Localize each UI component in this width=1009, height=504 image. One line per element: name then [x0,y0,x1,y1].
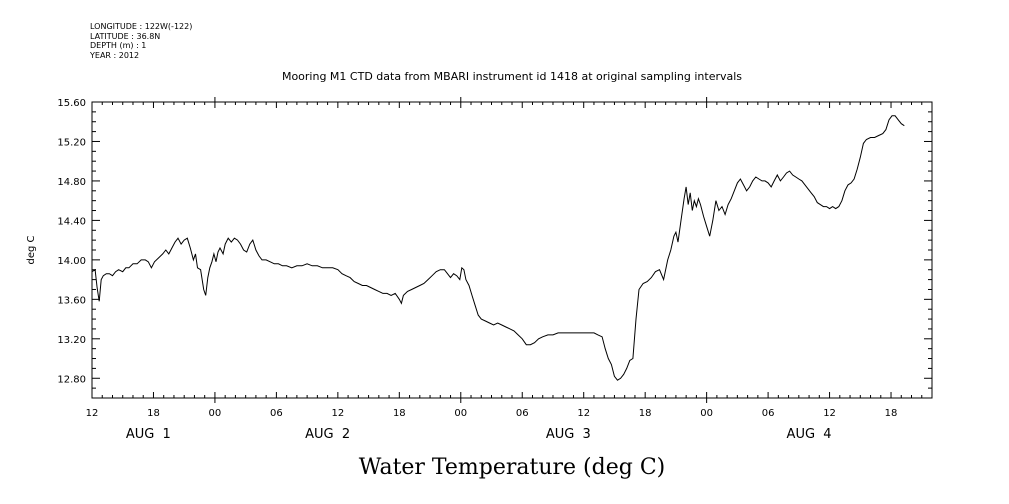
y-tick-label: 12.80 [57,374,86,385]
y-tick-label: 14.80 [57,177,86,188]
day-label: AUG 4 [787,427,832,442]
x-tick-label: 06 [762,408,775,419]
y-tick-label: 15.20 [57,137,86,148]
day-labels: AUG 1 AUG 2 AUG 3 AUG 4 [126,427,832,442]
y-tick-label: 14.40 [57,216,86,227]
y-tick-label: 14.00 [57,256,86,267]
day-label: AUG 1 [126,427,171,442]
y-tick-label: 15.60 [57,98,86,109]
depth-label: DEPTH (m) : 1 [90,41,147,50]
longitude-label: LONGITUDE : 122W(-122) [90,22,193,31]
latitude-label: LATITUDE : 36.8N [90,31,161,41]
y-axis-label: deg C [26,235,37,264]
x-tick-label: 18 [885,408,898,419]
y-tick-label: 13.60 [57,295,86,306]
x-tick-label: 12 [331,408,344,419]
temperature-series-line [91,115,905,381]
x-axis-title: Water Temperature (deg C) [359,455,666,480]
x-tick-label: 06 [270,408,283,419]
x-tick-label: 00 [700,408,713,419]
day-label: AUG 3 [546,427,591,442]
axis-ticks [91,97,933,403]
x-tick-label: 12 [577,408,590,419]
x-tick-label: 18 [147,408,160,419]
chart-title: Mooring M1 CTD data from MBARI instrumen… [282,70,742,83]
x-tick-label: 18 [639,408,652,419]
x-tick-labels: 12 18 00 06 12 18 00 06 12 18 00 06 12 18 [86,408,898,419]
x-tick-label: 18 [393,408,406,419]
x-tick-label: 12 [823,408,836,419]
x-tick-label: 00 [209,408,222,419]
plot-frame [91,101,933,399]
y-tick-labels: 12.80 13.20 13.60 14.00 14.40 14.80 15.20 15.60 [57,98,86,385]
year-label: YEAR : 2012 [90,50,140,60]
x-tick-label: 06 [516,408,529,419]
y-tick-label: 13.20 [57,335,86,346]
day-label: AUG 2 [305,427,350,442]
x-tick-label: 00 [454,408,467,419]
x-tick-label: 12 [86,408,99,419]
metadata-block: LONGITUDE : 122W(-122) LATITUDE : 36.8N … [90,22,192,60]
